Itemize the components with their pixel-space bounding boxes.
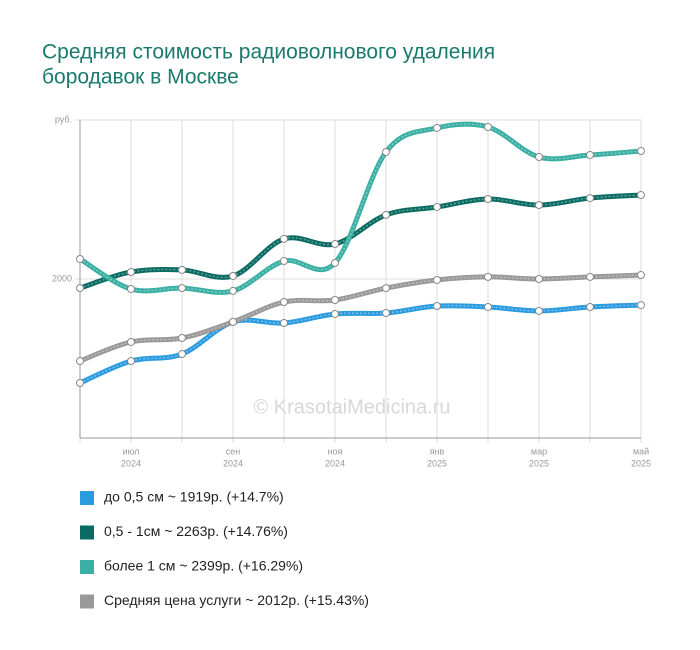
point <box>433 202 441 211</box>
point <box>280 319 288 328</box>
legend-swatch <box>80 560 94 574</box>
point <box>586 194 594 203</box>
series-line <box>77 302 644 386</box>
legend-swatch <box>80 525 94 540</box>
y-tick-label: 2000 <box>52 273 72 283</box>
point <box>433 275 441 284</box>
point <box>433 302 441 311</box>
chart-title: Средняя стоимость радиоволнового удалени… <box>42 41 495 64</box>
point <box>484 302 492 311</box>
x-tick-label: май <box>633 446 649 456</box>
x-tick-year: 2024 <box>325 458 345 468</box>
point <box>637 271 645 280</box>
point <box>586 302 594 311</box>
point <box>178 350 186 359</box>
point <box>76 378 84 387</box>
point <box>382 210 390 219</box>
legend-label: до 0,5 см ~ 1919р. (+14.7%) <box>104 489 284 505</box>
x-tick-year: 2025 <box>427 458 447 468</box>
point <box>484 122 492 131</box>
x-tick-label: мар <box>531 446 547 456</box>
point <box>535 201 543 210</box>
point <box>280 257 288 266</box>
point <box>178 284 186 293</box>
point <box>229 317 237 326</box>
series-line-highlight <box>79 304 642 384</box>
point <box>76 357 84 366</box>
point <box>484 195 492 204</box>
point <box>331 258 339 267</box>
point <box>127 337 135 346</box>
point <box>586 150 594 159</box>
legend-label: более 1 см ~ 2399р. (+16.29%) <box>104 558 303 574</box>
chart-title: бородавок в Москве <box>42 66 239 89</box>
point <box>127 357 135 366</box>
point <box>433 123 441 132</box>
legend-label: 0,5 - 1см ~ 2263р. (+14.76%) <box>104 523 288 539</box>
point <box>637 191 645 200</box>
x-tick-year: 2024 <box>223 458 243 468</box>
x-tick-year: 2024 <box>121 458 141 468</box>
legend-swatch <box>80 491 94 505</box>
point <box>127 285 135 294</box>
point <box>382 309 390 318</box>
point <box>637 301 645 310</box>
point <box>382 147 390 156</box>
point <box>127 268 135 277</box>
x-tick-label: янв <box>430 446 445 456</box>
point <box>76 284 84 293</box>
point <box>586 272 594 281</box>
point <box>331 295 339 304</box>
point <box>331 240 339 249</box>
point <box>535 306 543 315</box>
series-line-highlight <box>79 123 642 294</box>
series-line-highlight <box>79 274 642 362</box>
point <box>229 286 237 295</box>
point <box>229 271 237 280</box>
point <box>535 275 543 283</box>
point <box>382 284 390 293</box>
y-tick-label: руб. <box>55 114 72 124</box>
point <box>331 309 339 318</box>
x-tick-label: июл <box>123 446 140 456</box>
point <box>535 153 543 162</box>
legend-label: Средняя цена услуги ~ 2012р. (+15.43%) <box>104 592 369 608</box>
x-tick-label: сен <box>226 446 241 456</box>
point <box>178 265 186 274</box>
point <box>280 234 288 243</box>
point <box>637 147 645 156</box>
x-tick-year: 2025 <box>529 458 549 468</box>
series-line <box>77 272 644 364</box>
x-tick-label: ноя <box>328 446 343 456</box>
point <box>178 333 186 342</box>
point <box>76 254 84 263</box>
legend-swatch <box>80 594 94 609</box>
x-tick-year: 2025 <box>631 458 651 468</box>
watermark: © KrasotaiMedicina.ru <box>253 396 450 418</box>
point <box>280 298 288 307</box>
point <box>484 272 492 281</box>
